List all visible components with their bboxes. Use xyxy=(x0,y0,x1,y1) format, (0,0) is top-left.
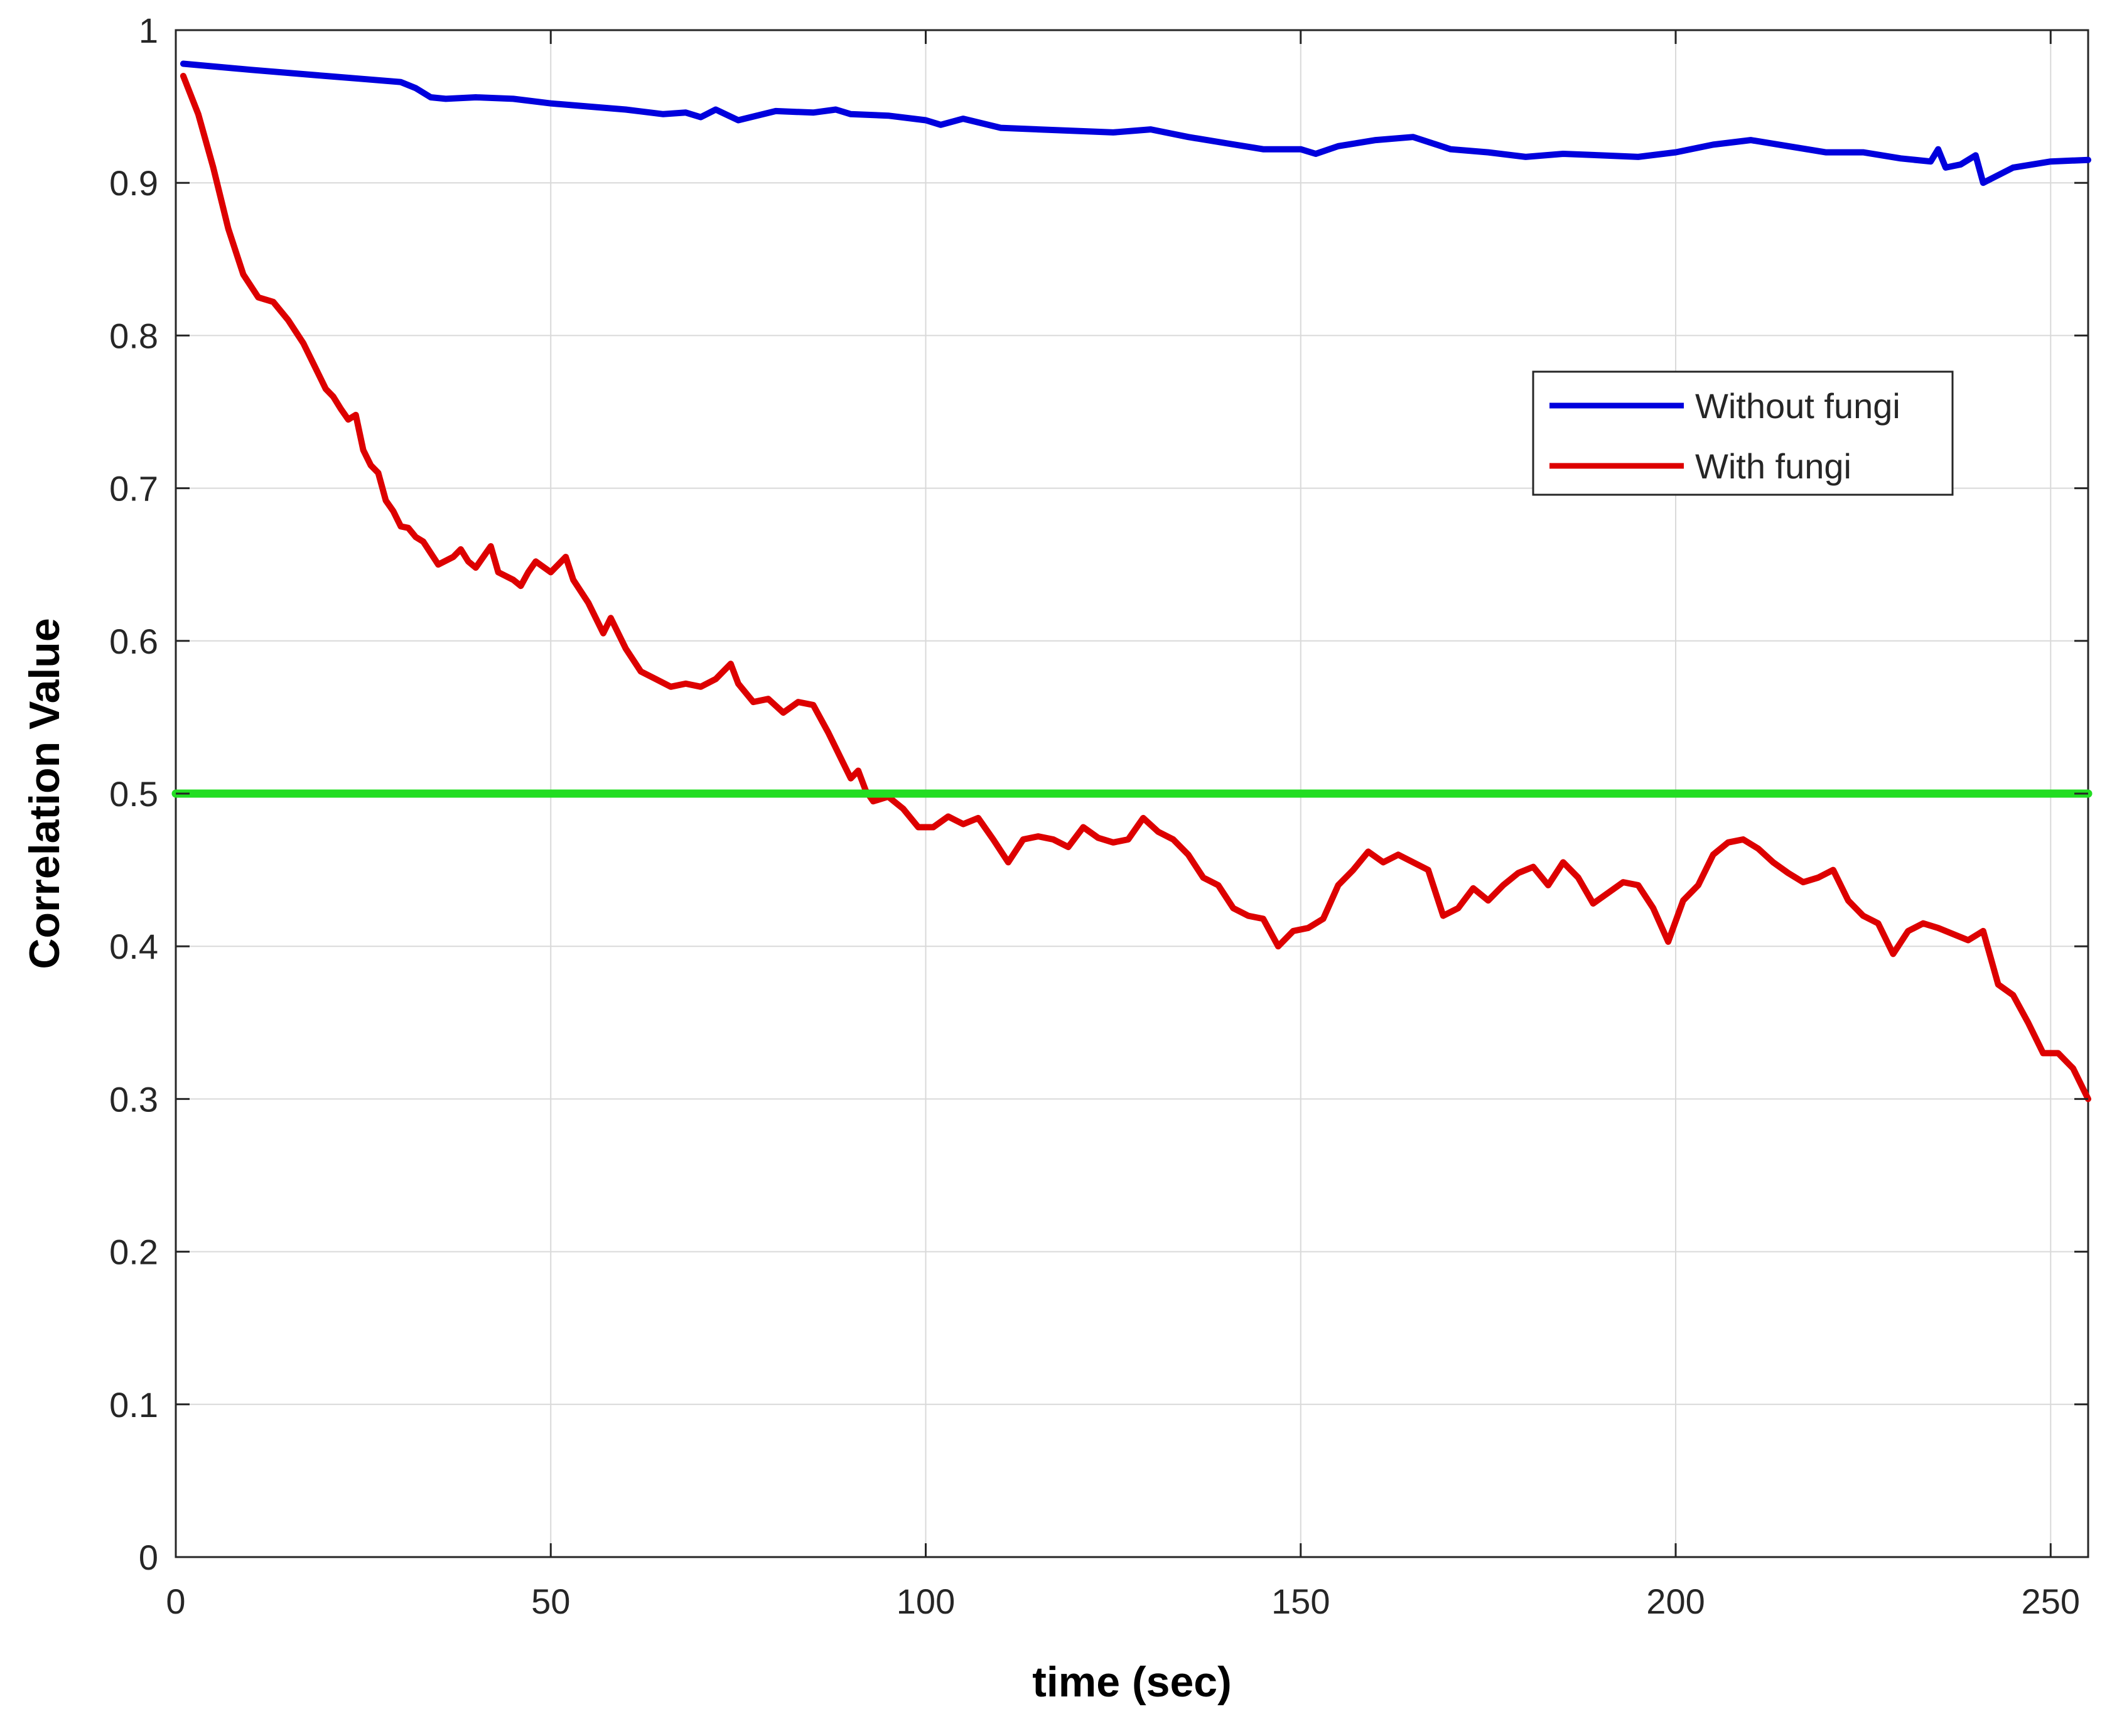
y-tick-label: 0.1 xyxy=(109,1385,158,1425)
x-axis-ticks: 0 50 100 150 200 250 xyxy=(166,30,2080,1621)
series-layer xyxy=(171,60,2093,1103)
x-tick-label: 150 xyxy=(1271,1582,1330,1621)
y-tick-label: 0.9 xyxy=(109,163,158,203)
y-tick-label: 0.4 xyxy=(109,927,158,966)
legend-label-with-fungi: With fungi xyxy=(1695,446,1851,486)
x-tick-label: 200 xyxy=(1646,1582,1705,1621)
legend-box xyxy=(1532,370,1954,496)
series-line-without-fungi xyxy=(180,60,2091,186)
y-tick-label: 0.3 xyxy=(109,1079,158,1119)
y-axis-ticks: 0 0.1 0.2 0.3 0.4 0.5 0.6 0.7 0.8 0.9 1 xyxy=(109,11,2088,1577)
x-tick-label: 50 xyxy=(531,1582,570,1621)
y-tick-label: 0.2 xyxy=(109,1232,158,1272)
y-tick-label: 0.6 xyxy=(109,622,158,661)
series-line-with-fungi xyxy=(180,73,2091,1103)
x-tick-label: 250 xyxy=(2022,1582,2080,1621)
legend-label-without-fungi: Without fungi xyxy=(1695,386,1900,426)
x-tick-label: 0 xyxy=(166,1582,185,1621)
y-tick-label: 0 xyxy=(139,1538,158,1577)
y-tick-label: 0.8 xyxy=(109,316,158,355)
x-axis-title: time (sec) xyxy=(1032,1658,1231,1706)
legend: Without fungi With fungi xyxy=(1532,370,1954,496)
x-tick-label: 100 xyxy=(897,1582,955,1621)
y-tick-label: 0.5 xyxy=(109,774,158,814)
y-axis-title: Correlation Value xyxy=(21,618,68,969)
y-tick-label: 1 xyxy=(139,11,158,50)
y-tick-label: 0.7 xyxy=(109,469,158,509)
